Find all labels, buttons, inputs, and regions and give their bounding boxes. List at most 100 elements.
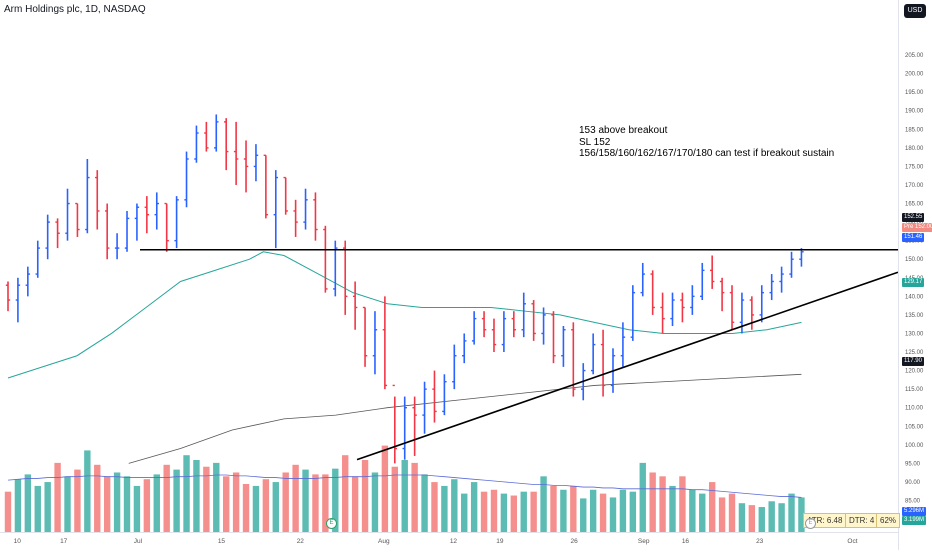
volume-bar	[103, 476, 111, 532]
volume-bar	[699, 493, 706, 532]
ohlc-bar	[25, 266, 31, 297]
y-tick-label: 170.00	[905, 183, 924, 189]
ohlc-bar	[531, 300, 536, 341]
ohlc-bar	[343, 240, 348, 315]
volume-bar	[768, 501, 775, 532]
ohlc-bar	[432, 370, 437, 423]
x-tick-label: Oct	[847, 538, 857, 545]
ohlc-bar	[144, 196, 150, 234]
volume-bar	[272, 482, 279, 532]
volume-bar	[391, 466, 399, 532]
chart-title: Arm Holdings plc, 1D, NASDAQ	[4, 4, 146, 15]
ohlc-bar	[293, 199, 298, 237]
x-tick-label: 16	[682, 538, 690, 545]
volume-bar	[24, 474, 32, 532]
volume-bar	[163, 464, 170, 532]
volume-bar	[589, 489, 597, 532]
y-tick-label: 190.00	[905, 109, 924, 115]
ohlc-bar	[769, 274, 774, 301]
price-label-sma: 129.17	[902, 278, 925, 287]
currency-button[interactable]: USD	[904, 4, 926, 18]
ohlc-bar	[243, 140, 249, 193]
price-label-last: 151.46	[902, 233, 925, 242]
ohlc-bar	[452, 344, 457, 390]
dtr-label: DTR: 4	[845, 513, 879, 528]
volume-bar	[758, 507, 765, 532]
volume-bar	[54, 462, 61, 532]
ohlc-bar	[372, 311, 378, 375]
volume-bar	[292, 464, 299, 532]
price-label-premarket: Pre 152.00	[902, 223, 932, 232]
ohlc-bar	[85, 158, 90, 234]
ohlc-bar	[789, 251, 794, 278]
volume-bar	[173, 469, 180, 532]
earnings-badge-upcoming[interactable]: E	[805, 518, 816, 529]
ohlc-bar	[491, 318, 497, 353]
volume-bar	[94, 464, 101, 532]
moving-average-layer	[7, 251, 802, 464]
volume-bar	[520, 491, 527, 532]
volume-bar	[609, 497, 617, 532]
ohlc-bar	[65, 188, 70, 241]
x-tick-label: 26	[570, 538, 578, 545]
y-tick-label: 100.00	[905, 443, 924, 449]
ohlc-bar	[422, 381, 427, 434]
ohlc-bar	[690, 285, 695, 315]
ohlc-bar	[55, 218, 60, 249]
ohlc-bar	[462, 333, 467, 364]
volume-bar	[332, 468, 339, 532]
volume-bar	[728, 493, 736, 532]
ohlc-bar	[600, 329, 606, 397]
volume-bar	[34, 485, 41, 532]
ohlc-bar	[174, 196, 179, 249]
x-tick-label: 17	[60, 538, 68, 545]
earnings-badge[interactable]: E	[326, 518, 337, 529]
volume-bar	[788, 493, 795, 532]
volume-bar	[718, 497, 726, 532]
y-tick-label: 195.00	[905, 90, 924, 96]
ohlc-bar	[204, 121, 209, 152]
volume-bar	[312, 474, 319, 532]
volume-bar	[252, 485, 260, 532]
volume-bar	[232, 472, 240, 532]
ohlc-bar	[660, 292, 665, 334]
volume-bar	[143, 479, 151, 532]
x-tick-label: Jul	[134, 538, 143, 545]
ohlc-bar	[362, 306, 368, 367]
ohlc-bar	[471, 311, 477, 345]
volume-bar	[113, 472, 121, 532]
ohlc-bar	[352, 281, 358, 330]
volume-bar	[530, 491, 537, 532]
volume-bar	[84, 450, 91, 532]
ohlc-bar	[759, 285, 764, 323]
volume-label-last: 5.296M	[902, 507, 927, 516]
volume-bar	[560, 489, 567, 532]
y-tick-label: 110.00	[905, 406, 924, 412]
y-tick-label: 200.00	[905, 72, 924, 78]
volume-bar	[64, 476, 71, 532]
ohlc-bar	[551, 311, 556, 364]
volume-bar	[322, 474, 329, 532]
volume-bar	[778, 503, 785, 532]
volume-bar	[748, 505, 756, 532]
ohlc-bar	[412, 396, 417, 456]
volume-bar	[550, 485, 557, 532]
volume-bar	[411, 462, 418, 532]
ohlc-bar	[729, 285, 735, 330]
ohlc-bar	[799, 248, 804, 267]
ohlc-bar	[214, 114, 219, 152]
ohlc-bar	[700, 262, 705, 301]
volume-bar	[213, 462, 220, 532]
volume-bar	[639, 462, 646, 532]
ohlc-bar	[501, 311, 507, 353]
sma-line	[7, 251, 802, 379]
ohlc-bar	[283, 176, 288, 215]
volume-bar	[222, 476, 230, 532]
y-tick-label: 165.00	[905, 202, 924, 208]
ohlc-bar	[223, 118, 229, 171]
ohlc-bar	[680, 292, 685, 323]
trendline-layer	[140, 248, 899, 461]
x-tick-label: Sep	[638, 538, 650, 545]
ohlc-bar	[779, 266, 784, 293]
